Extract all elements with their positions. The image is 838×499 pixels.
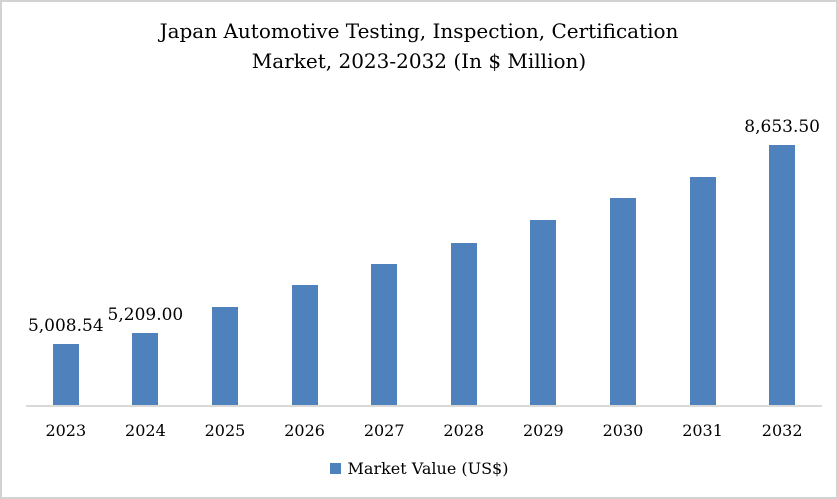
bar-2031 [689,176,716,405]
bar-2029 [530,219,557,405]
chart-title: Japan Automotive Testing, Inspection, Ce… [159,19,679,73]
category-slot: 5,008.54 2023 [26,120,106,440]
bar-2028 [450,242,477,405]
bar-data-label-2024: 5,209.00 [107,305,184,326]
bar-2030 [609,198,636,405]
category-slot: 2025 [185,120,265,440]
category-slot: 5,209.00 2024 [106,120,186,440]
bar-2026 [291,285,318,405]
category-slot: 2027 [344,120,424,440]
legend-swatch-icon [329,463,341,474]
legend-label: Market Value (US$) [347,459,509,478]
category-slot: 2028 [424,120,504,440]
x-axis-label-2026: 2026 [284,421,325,440]
x-axis-label-2024: 2024 [125,421,166,440]
category-slot: 2031 [663,120,743,440]
legend: Market Value (US$) [2,459,836,478]
x-axis-label-2025: 2025 [204,421,246,440]
plot-area: 5,008.54 2023 5,209.00 2024 2025 2026 2027 2028… [26,116,822,441]
category-slot: 8,653.50 2032 [742,116,822,441]
bar-2027 [371,264,398,405]
bar-2025 [211,307,238,405]
x-axis-label-2027: 2027 [363,421,405,440]
x-axis-label-2023: 2023 [45,421,87,440]
category-slot: 2029 [504,120,584,440]
bar-2032 [769,144,796,405]
x-axis-label-2032: 2032 [761,421,803,440]
x-axis-label-2028: 2028 [443,421,485,440]
x-axis-label-2030: 2030 [602,421,644,440]
x-axis-label-2029: 2029 [523,421,564,440]
bar-data-label-2023: 5,008.54 [27,316,104,337]
category-slot: 2026 [265,120,345,440]
bar-2023 [52,344,79,405]
x-axis-label-2031: 2031 [682,421,723,440]
category-slot: 2030 [583,120,663,440]
bar-data-label-2032: 8,653.50 [744,116,820,137]
bar-2024 [132,333,159,405]
bar-series: 5,008.54 2023 5,209.00 2024 2025 2026 2027 2028… [26,116,822,441]
